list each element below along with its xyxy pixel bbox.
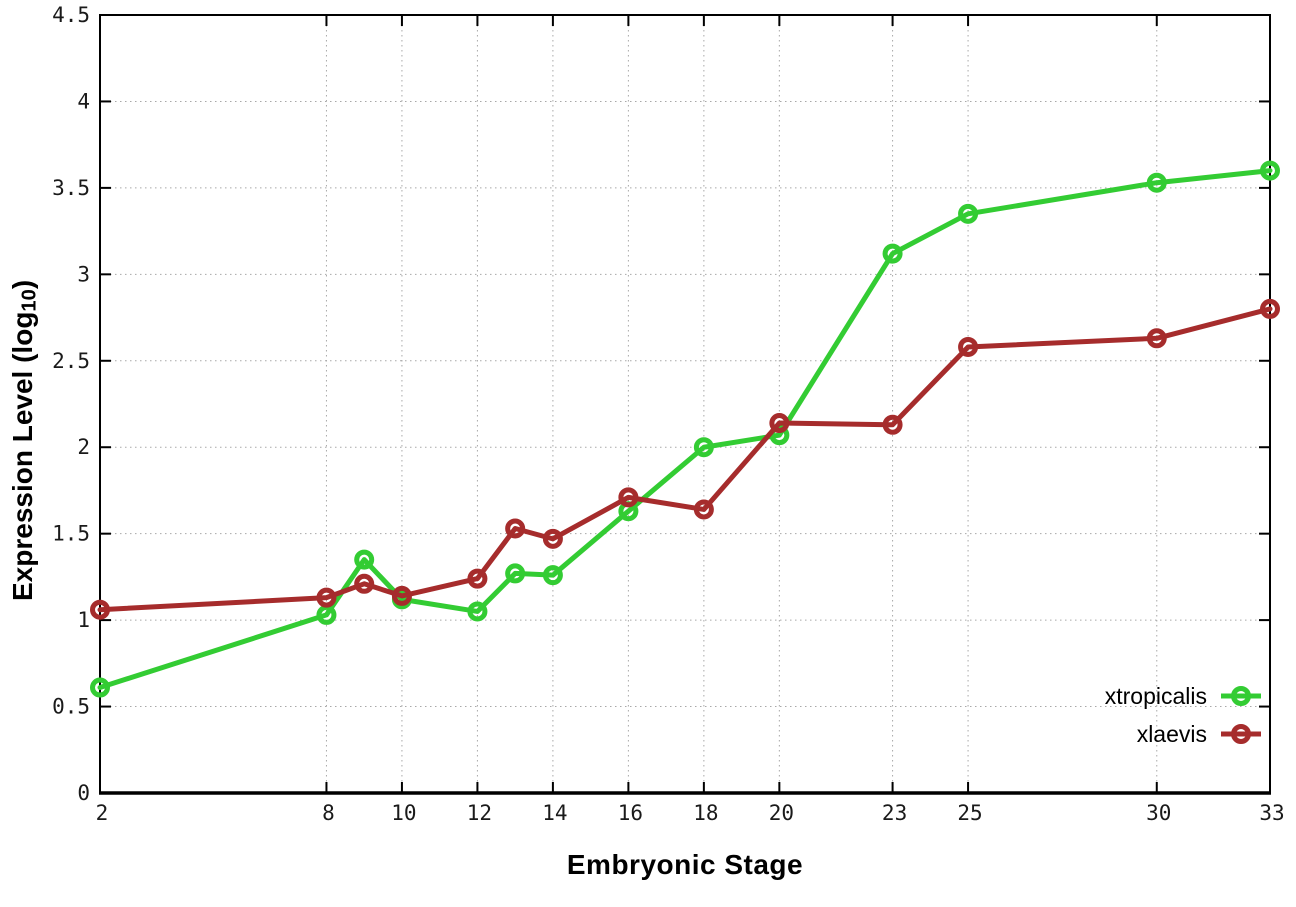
x-tick-label: 18 [693,801,718,825]
data-point-xlaevis-stage-23 [882,414,903,435]
x-tick-label: 25 [957,801,982,825]
data-point-xtropicalis-stage-12 [467,601,488,622]
data-point-xtropicalis-stage-33 [1260,160,1280,181]
data-point-xtropicalis-stage-13 [505,563,526,584]
data-point-xtropicalis-stage-25 [958,203,979,224]
x-tick-label: 2 [96,801,109,825]
y-tick-label: 3 [77,262,90,286]
data-point-xtropicalis-stage-18 [693,437,714,458]
x-tick-label: 10 [391,801,416,825]
data-point-xlaevis-stage-9 [354,573,375,594]
y-axis-title-text: Expression Level (log [7,311,38,601]
data-point-xlaevis-stage-13 [505,518,526,539]
legend-item-xlaevis: xlaevis [1137,715,1263,753]
data-point-xlaevis-stage-25 [958,336,979,357]
y-tick-label: 0.5 [52,695,90,719]
y-tick-label: 3.5 [52,176,90,200]
data-point-xtropicalis-stage-2 [90,677,110,698]
x-tick-label: 12 [467,801,492,825]
tick-labels: 2 8 10 12 14 16 18 20 23 25 30 33 0 0.5 1 1.5 2 2.5 3 3.5 4 4… [52,3,1285,825]
x-tick-label: 30 [1146,801,1171,825]
legend-marker-icon-xtropicalis [1221,686,1261,706]
legend-label-xlaevis: xlaevis [1136,720,1207,747]
series-xlaevis [90,298,1280,620]
legend-label-xtropicalis: xtropicalis [1104,682,1207,709]
x-tick-label: 23 [882,801,907,825]
y-tick-label: 4.5 [52,3,90,27]
data-point-xlaevis-stage-18 [693,499,714,520]
x-tick-label: 33 [1259,801,1284,825]
plot-border [99,14,1271,794]
data-point-xlaevis-stage-16 [618,487,639,508]
y-tick-label: 1.5 [52,522,90,546]
x-tick-label: 8 [322,801,335,825]
data-point-xlaevis-stage-30 [1146,328,1167,349]
y-tick-label: 2.5 [52,349,90,373]
x-axis-title: Embryonic Stage [566,849,804,880]
data-point-xlaevis-stage-8 [316,587,337,608]
y-axis-title-suffix: ) [7,279,38,289]
x-tick-label: 14 [542,801,567,825]
series-xtropicalis [90,160,1280,698]
series-line-xtropicalis [97,168,1273,691]
gridlines [100,15,1270,793]
data-point-xlaevis-stage-10 [391,585,412,606]
legend-item-xtropicalis: xtropicalis [1105,677,1263,715]
x-tick-label: 16 [618,801,643,825]
y-axis-title-subscript: 10 [18,288,41,312]
y-tick-label: 1 [77,608,90,632]
y-tick-label: 2 [77,435,90,459]
tick-marks [99,14,1271,794]
y-tick-label: 4 [77,89,90,113]
series-line-xlaevis [97,306,1273,613]
legend-marker-icon-xlaevis [1221,724,1261,744]
data-point-xlaevis-stage-20 [769,413,790,434]
y-axis-title: Expression Level (log10) [2,220,44,660]
data-point-xlaevis-stage-14 [542,528,563,549]
data-point-xlaevis-stage-12 [467,568,488,589]
legend: xtropicalis xlaevis [1105,677,1263,753]
y-tick-label: 0 [77,781,90,805]
data-point-xtropicalis-stage-30 [1146,172,1167,193]
data-point-xlaevis-stage-33 [1260,298,1280,319]
data-point-xtropicalis-stage-14 [542,565,563,586]
data-point-xtropicalis-stage-9 [354,549,375,570]
x-tick-label: 20 [769,801,794,825]
data-point-xlaevis-stage-2 [90,599,110,620]
data-point-xtropicalis-stage-23 [882,243,903,264]
